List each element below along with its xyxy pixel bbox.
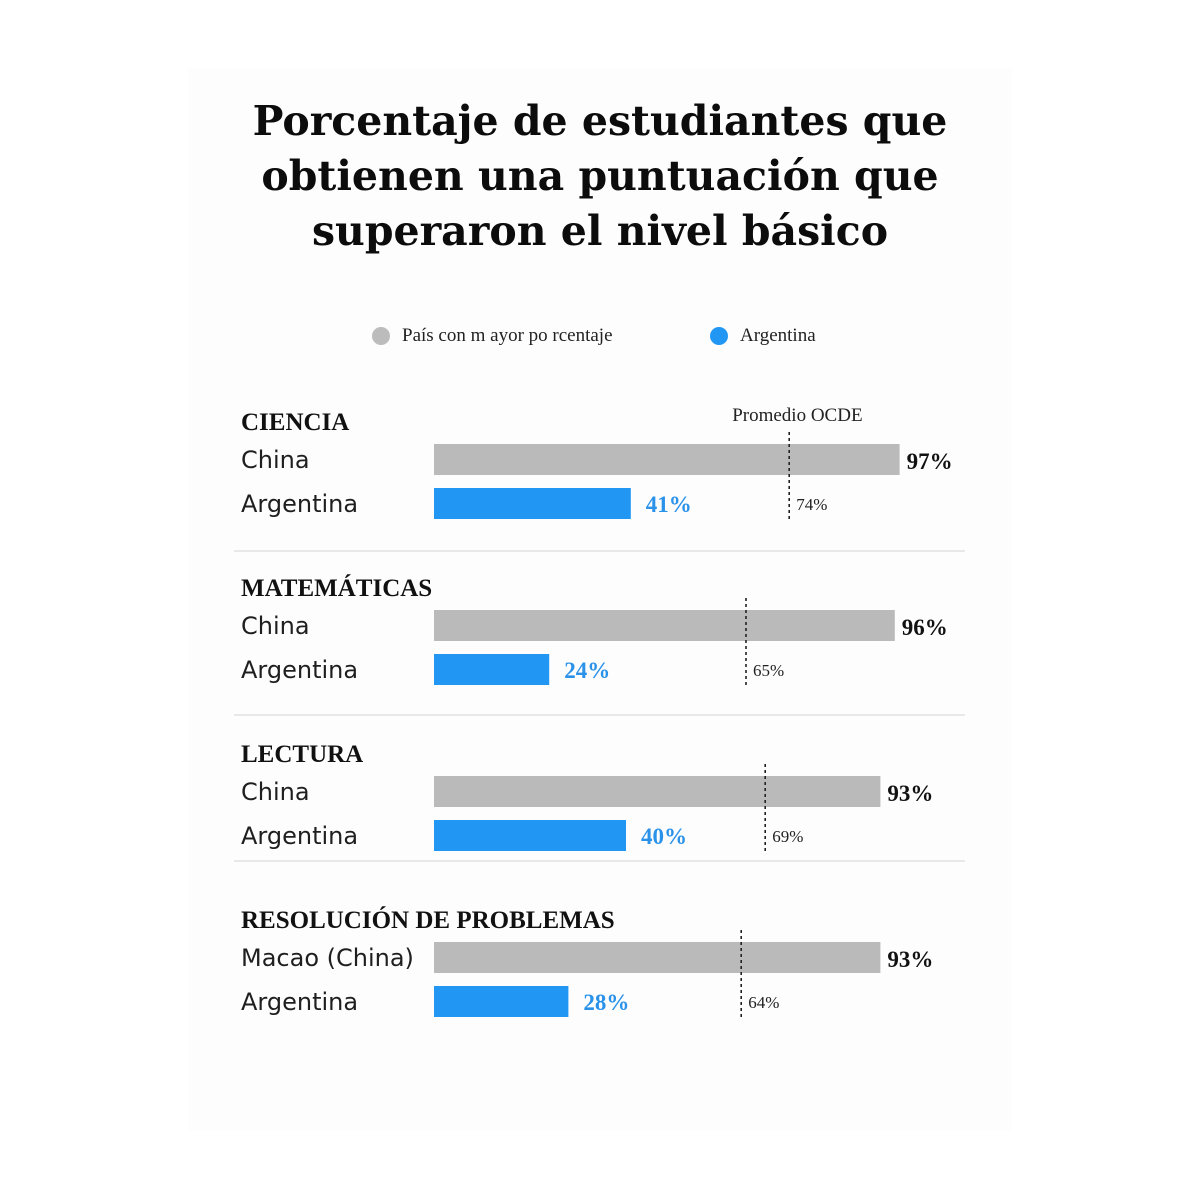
row-label-argentina: Argentina xyxy=(241,822,358,850)
section-title: CIENCIA xyxy=(241,409,349,436)
bar-top-country xyxy=(434,610,895,641)
bar-top-country xyxy=(434,942,881,973)
row-label-top-country: China xyxy=(241,446,310,474)
row-label-argentina: Argentina xyxy=(241,656,358,684)
legend-blue-dot-icon xyxy=(710,327,728,345)
bar-argentina xyxy=(434,986,569,1017)
bar-argentina xyxy=(434,488,631,519)
row-label-top-country: China xyxy=(241,778,310,806)
value-label-top-country: 93% xyxy=(887,947,933,972)
value-label-argentina: 40% xyxy=(641,824,687,849)
legend-gray-dot-icon xyxy=(372,327,390,345)
value-label-argentina: 28% xyxy=(583,990,629,1015)
value-label-top-country: 96% xyxy=(902,615,948,640)
value-label-top-country: 93% xyxy=(887,781,933,806)
value-label-argentina: 24% xyxy=(564,658,610,683)
ocde-average-label: 64% xyxy=(748,993,779,1012)
legend-label-top-country: País con m ayor po rcentaje xyxy=(402,325,613,346)
ocde-average-label: 65% xyxy=(753,661,784,680)
section-title: RESOLUCIÓN DE PROBLEMAS xyxy=(241,906,615,934)
legend-item-argentina: Argentina xyxy=(710,325,816,347)
bar-top-country xyxy=(434,776,881,807)
chart-title: Porcentaje de estudiantes que obtienen u… xyxy=(252,97,948,255)
row-label-top-country: China xyxy=(241,612,310,640)
value-label-top-country: 97% xyxy=(907,449,953,474)
legend-item-top-country: País con m ayor po rcentaje xyxy=(372,325,613,347)
row-label-argentina: Argentina xyxy=(241,490,358,518)
ocde-average-label: 74% xyxy=(796,495,827,514)
value-label-argentina: 41% xyxy=(646,492,692,517)
legend-label-argentina: Argentina xyxy=(740,325,816,346)
ocde-reference-caption: Promedio OCDE xyxy=(732,405,862,426)
bar-argentina xyxy=(434,820,626,851)
row-label-argentina: Argentina xyxy=(241,988,358,1016)
row-label-top-country: Macao (China) xyxy=(241,944,414,972)
section-title: MATEMÁTICAS xyxy=(241,574,432,602)
bar-argentina xyxy=(434,654,550,685)
section-title: LECTURA xyxy=(241,741,363,768)
ocde-average-label: 69% xyxy=(772,827,803,846)
bar-top-country xyxy=(434,444,900,475)
